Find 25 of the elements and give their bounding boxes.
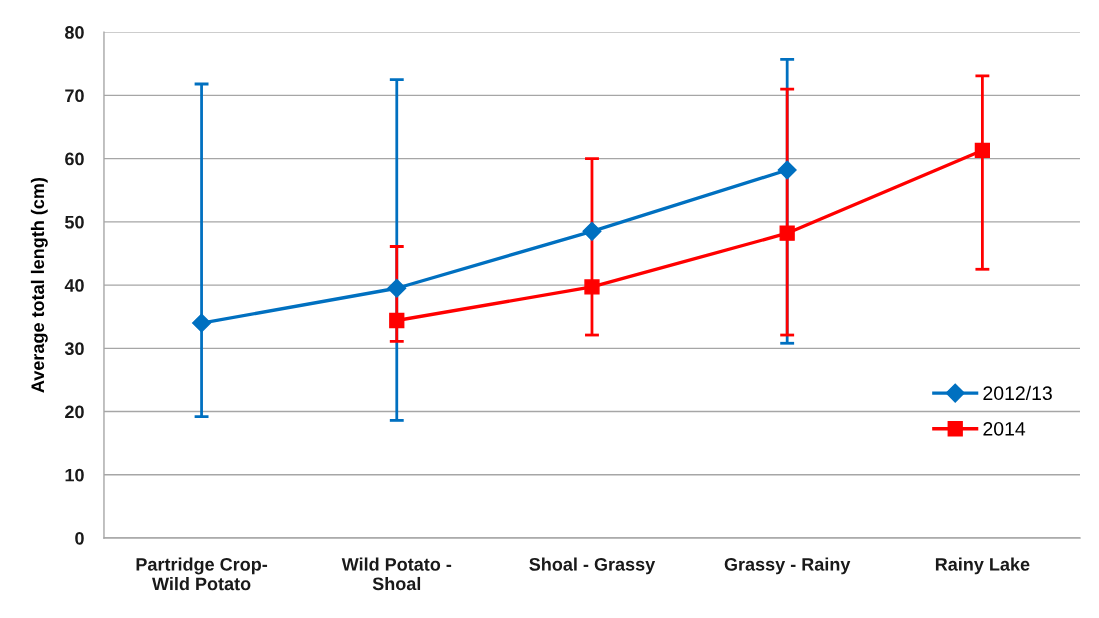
point: [389, 312, 405, 329]
x-tick-label: Partridge Crop- Wild Potato: [136, 557, 268, 591]
y-tick-label: 40: [64, 279, 84, 292]
x-tick-label: Wild Potato - Shoal: [341, 557, 452, 591]
point: [974, 142, 991, 159]
x-tick-label: Rainy Lake: [935, 557, 1030, 575]
y-tick-label: 30: [64, 342, 84, 356]
y-tick-label: 10: [65, 468, 84, 482]
point: [192, 313, 212, 333]
legend-label: 2014: [983, 421, 1026, 436]
y-tick-label: 60: [65, 152, 84, 166]
point: [584, 279, 600, 295]
point: [777, 160, 797, 180]
y-tick-label: 50: [65, 215, 84, 229]
legend-label: 2012/13: [983, 385, 1052, 401]
y-tick-label: 20: [65, 405, 84, 419]
point: [582, 221, 602, 241]
y-tick-label: 0: [75, 531, 84, 545]
y-axis-title: Average total length (cm): [30, 177, 48, 393]
point: [387, 278, 407, 298]
point: [779, 225, 795, 241]
x-tick-label: Shoal - Grassy: [529, 557, 656, 575]
y-tick-label: 70: [65, 89, 84, 103]
y-tick-label: 80: [65, 26, 84, 39]
x-tick-label: Grassy - Rainy: [724, 557, 851, 575]
